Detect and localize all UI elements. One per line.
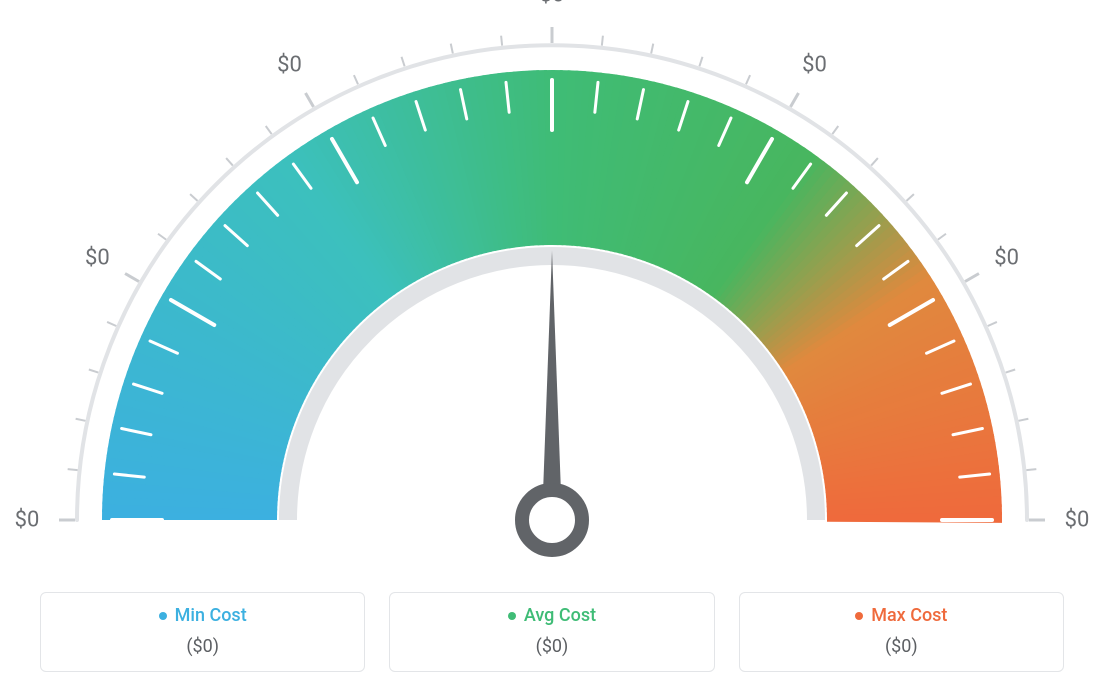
gauge-svg — [0, 0, 1104, 560]
gauge-tick-label: $0 — [277, 53, 302, 78]
legend-card-min: Min Cost ($0) — [40, 592, 365, 673]
legend-value-max: ($0) — [750, 636, 1053, 657]
gauge-tick-label: $0 — [85, 245, 110, 270]
legend-card-max: Max Cost ($0) — [739, 592, 1064, 673]
legend-dot-max — [855, 612, 863, 620]
legend-dot-avg — [508, 612, 516, 620]
gauge-tick-label: $0 — [994, 245, 1019, 270]
legend-row: Min Cost ($0) Avg Cost ($0) Max Cost ($0… — [40, 592, 1064, 673]
gauge-chart: $0 $0 $0 $0 $0 $0 $0 — [0, 0, 1104, 560]
legend-label-max: Max Cost — [871, 605, 947, 626]
cost-gauge-container: $0 $0 $0 $0 $0 $0 $0 Min Cost ($0) Avg Cost ($… — [0, 0, 1104, 690]
legend-value-min: ($0) — [51, 636, 354, 657]
legend-label-avg: Avg Cost — [524, 605, 596, 626]
legend-label-min: Min Cost — [175, 605, 247, 626]
legend-card-avg: Avg Cost ($0) — [389, 592, 714, 673]
gauge-tick-label: $0 — [1065, 508, 1090, 533]
legend-value-avg: ($0) — [400, 636, 703, 657]
legend-dot-min — [159, 612, 167, 620]
gauge-tick-label: $0 — [540, 0, 565, 8]
gauge-tick-label: $0 — [802, 53, 827, 78]
gauge-tick-label: $0 — [15, 508, 40, 533]
